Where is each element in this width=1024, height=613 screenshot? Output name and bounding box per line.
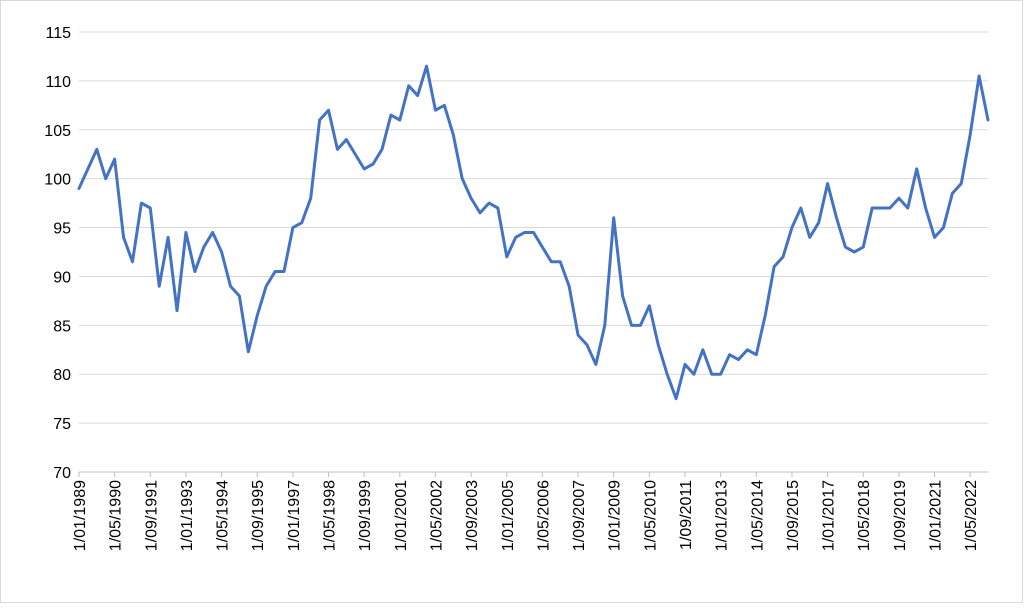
- x-tick-label: 1/05/1994: [215, 480, 232, 551]
- x-tick-label: 1/09/2003: [464, 480, 481, 551]
- x-tick-label: 1/05/2010: [642, 480, 659, 551]
- x-tick-label: 1/09/2019: [892, 480, 909, 551]
- x-tick-label: 1/09/2015: [785, 480, 802, 551]
- x-tick-label: 1/01/1993: [179, 480, 196, 551]
- y-tick-label: 75: [53, 416, 71, 433]
- y-tick-label: 95: [53, 221, 71, 238]
- x-tick-label: 1/01/1989: [72, 480, 89, 551]
- y-tick-label: 85: [53, 318, 71, 335]
- line-series: [77, 64, 990, 401]
- x-tick-label: 1/01/2021: [928, 480, 945, 551]
- x-tick-label: 1/01/1997: [286, 480, 303, 551]
- y-tick-label: 90: [53, 269, 71, 286]
- y-tick-label: 70: [53, 465, 71, 482]
- x-tick-label: 1/01/2013: [714, 480, 731, 551]
- x-tick-label: 1/01/2017: [821, 480, 838, 551]
- x-tick-label: 1/05/2002: [428, 480, 445, 551]
- x-tick-label: 1/09/1999: [357, 480, 374, 551]
- x-tick-label: 1/05/2014: [749, 480, 766, 551]
- y-tick-label: 100: [44, 172, 71, 189]
- y-tick-label: 115: [45, 25, 71, 42]
- y-tick-label: 110: [45, 74, 71, 91]
- x-tick-label: 1/09/1991: [143, 480, 160, 551]
- x-tick-label: 1/05/2018: [856, 480, 873, 551]
- x-tick-label: 1/05/1990: [108, 480, 125, 551]
- x-tick-label: 1/09/1995: [250, 480, 267, 551]
- x-tick-label: 1/01/2005: [500, 480, 517, 551]
- x-tick-label: 1/05/1998: [322, 480, 339, 551]
- y-tick-label: 105: [44, 123, 71, 140]
- x-tick-label: 1/01/2001: [393, 480, 410, 551]
- y-tick-label: 80: [53, 367, 71, 384]
- x-tick-label: 1/09/2011: [678, 480, 695, 550]
- x-tick-label: 1/01/2009: [607, 480, 624, 551]
- x-tick-label: 1/09/2007: [571, 480, 588, 551]
- x-tick-label: 1/05/2006: [535, 480, 552, 551]
- x-tick-label: 1/05/2022: [963, 480, 980, 551]
